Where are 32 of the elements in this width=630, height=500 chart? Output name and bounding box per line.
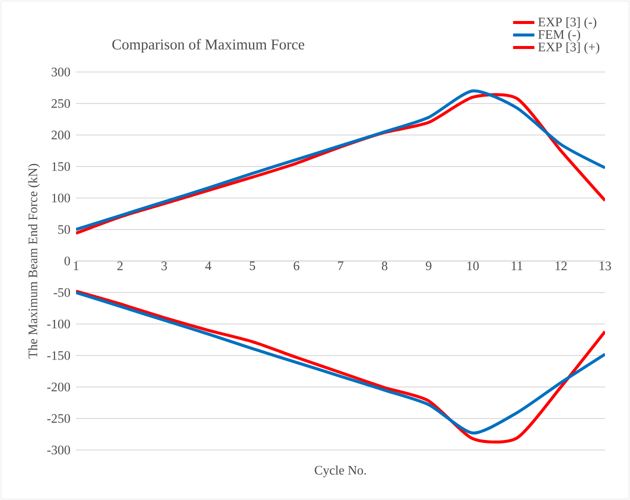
x-tick-label: 4 xyxy=(205,262,212,270)
y-tick-label: -200 xyxy=(47,382,70,392)
x-tick-label: 8 xyxy=(382,262,388,270)
y-tick-label: -250 xyxy=(47,414,70,423)
x-tick-label: 11 xyxy=(512,262,522,270)
y-tick-label: 100 xyxy=(52,194,70,202)
y-tick-label: 150 xyxy=(52,162,70,171)
legend-label: EXP [3] (-) xyxy=(538,17,596,30)
y-tick-label: 50 xyxy=(58,225,70,234)
x-tick-label: 12 xyxy=(556,262,567,270)
legend-label: EXP [3] (+) xyxy=(538,42,600,54)
y-axis-title: The Maximum Beam End Force (kN) xyxy=(28,164,40,358)
x-axis-title: Cycle No. xyxy=(314,465,366,478)
x-tick-label: 6 xyxy=(294,262,300,270)
chart-title: Comparison of Maximum Force xyxy=(112,38,304,53)
y-tick-label: 300 xyxy=(52,68,70,76)
y-tick-label: -50 xyxy=(54,288,70,297)
x-tick-label: 1 xyxy=(74,262,78,270)
y-tick-label: 250 xyxy=(52,99,70,108)
x-tick-label: 3 xyxy=(162,262,167,270)
y-tick-label: 0 xyxy=(64,256,70,266)
x-tick-label: 10 xyxy=(467,262,479,270)
x-tick-label: 9 xyxy=(426,262,432,270)
y-tick-label: -300 xyxy=(47,446,70,454)
x-tick-label: 2 xyxy=(117,262,123,270)
y-tick-label: -100 xyxy=(47,320,70,328)
y-tick-label: -150 xyxy=(47,351,70,360)
x-tick-label: 13 xyxy=(600,262,611,270)
x-tick-label: 7 xyxy=(338,262,344,270)
x-tick-label: 5 xyxy=(250,262,256,270)
y-tick-label: 200 xyxy=(52,130,70,140)
legend-label: FEM (-) xyxy=(538,30,580,42)
